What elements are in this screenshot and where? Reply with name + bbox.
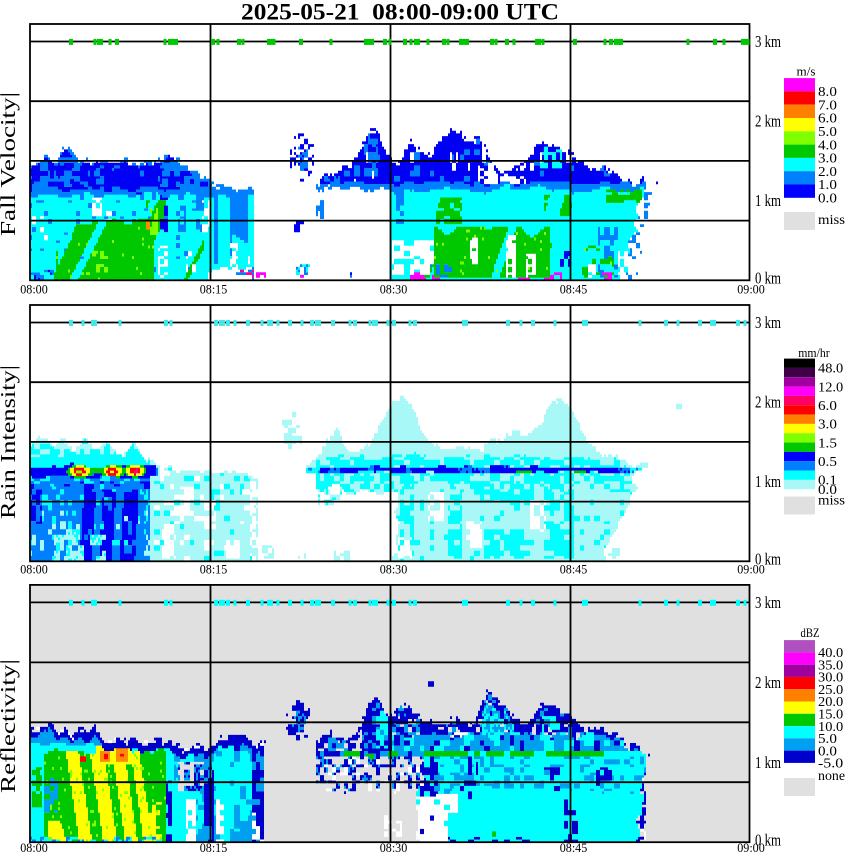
svg-text:0 km: 0 km xyxy=(755,269,781,288)
svg-text:08:45: 08:45 xyxy=(560,282,588,297)
svg-text:48.0: 48.0 xyxy=(818,361,843,376)
svg-text:2 km: 2 km xyxy=(755,112,781,131)
svg-text:2025-05-21 08:00-09:00 UTC: 2025-05-21 08:00-09:00 UTC xyxy=(241,0,559,25)
svg-text:3 km: 3 km xyxy=(755,593,781,612)
svg-text:08:45: 08:45 xyxy=(560,840,588,855)
svg-text:08:45: 08:45 xyxy=(560,562,588,577)
svg-text:09:00: 09:00 xyxy=(737,840,765,855)
svg-text:0.5: 0.5 xyxy=(818,454,837,469)
svg-text:08:30: 08:30 xyxy=(380,840,408,855)
svg-text:2 km: 2 km xyxy=(755,673,781,692)
svg-text:Rain Intensity|: Rain Intensity| xyxy=(0,365,20,519)
svg-text:-5.0: -5.0 xyxy=(818,756,843,771)
svg-text:1 km: 1 km xyxy=(755,472,781,491)
svg-text:0 km: 0 km xyxy=(755,830,781,849)
svg-text:08:00: 08:00 xyxy=(20,282,48,297)
svg-text:6.0: 6.0 xyxy=(818,398,837,413)
svg-text:0 km: 0 km xyxy=(755,550,781,569)
svg-text:none: none xyxy=(818,768,845,783)
svg-text:40.0: 40.0 xyxy=(818,645,843,660)
svg-text:1.0: 1.0 xyxy=(818,177,837,192)
svg-text:8.0: 8.0 xyxy=(818,84,837,99)
svg-text:m/s: m/s xyxy=(797,64,816,79)
svg-text:15.0: 15.0 xyxy=(818,707,843,722)
svg-text:5.0: 5.0 xyxy=(818,124,837,139)
svg-text:08:30: 08:30 xyxy=(380,282,408,297)
svg-text:0.0: 0.0 xyxy=(818,191,837,206)
svg-text:0.1: 0.1 xyxy=(818,473,837,488)
svg-text:35.0: 35.0 xyxy=(818,657,843,672)
svg-text:mm/hr: mm/hr xyxy=(798,345,830,360)
svg-text:12.0: 12.0 xyxy=(818,379,843,394)
svg-text:miss: miss xyxy=(818,493,845,508)
svg-text:08:15: 08:15 xyxy=(200,282,228,297)
svg-text:dBZ: dBZ xyxy=(801,625,820,640)
svg-text:3.0: 3.0 xyxy=(818,417,837,432)
svg-text:6.0: 6.0 xyxy=(818,111,837,126)
svg-text:08:30: 08:30 xyxy=(380,562,408,577)
svg-text:3.0: 3.0 xyxy=(818,151,837,166)
svg-text:1 km: 1 km xyxy=(755,753,781,772)
svg-text:20.0: 20.0 xyxy=(818,694,843,709)
svg-text:1 km: 1 km xyxy=(755,191,781,210)
svg-text:5.0: 5.0 xyxy=(818,731,837,746)
svg-text:09:00: 09:00 xyxy=(737,562,765,577)
svg-text:Fall Velocity|: Fall Velocity| xyxy=(0,92,20,236)
svg-text:08:15: 08:15 xyxy=(200,562,228,577)
svg-text:2 km: 2 km xyxy=(755,393,781,412)
svg-text:10.0: 10.0 xyxy=(818,719,843,734)
svg-text:1.5: 1.5 xyxy=(818,435,837,450)
svg-text:25.0: 25.0 xyxy=(818,682,843,697)
svg-text:7.0: 7.0 xyxy=(818,97,837,112)
svg-text:4.0: 4.0 xyxy=(818,137,837,152)
svg-text:08:15: 08:15 xyxy=(200,840,228,855)
svg-text:08:00: 08:00 xyxy=(20,562,48,577)
svg-text:2.0: 2.0 xyxy=(818,164,837,179)
svg-text:3 km: 3 km xyxy=(755,313,781,332)
svg-text:miss: miss xyxy=(818,212,845,227)
svg-text:30.0: 30.0 xyxy=(818,670,843,685)
svg-text:09:00: 09:00 xyxy=(737,282,765,297)
svg-text:0.0: 0.0 xyxy=(818,482,837,497)
svg-text:3 km: 3 km xyxy=(755,32,781,51)
svg-text:Reflectivity|: Reflectivity| xyxy=(0,659,20,793)
svg-text:08:00: 08:00 xyxy=(20,840,48,855)
svg-text:0.0: 0.0 xyxy=(818,743,837,758)
